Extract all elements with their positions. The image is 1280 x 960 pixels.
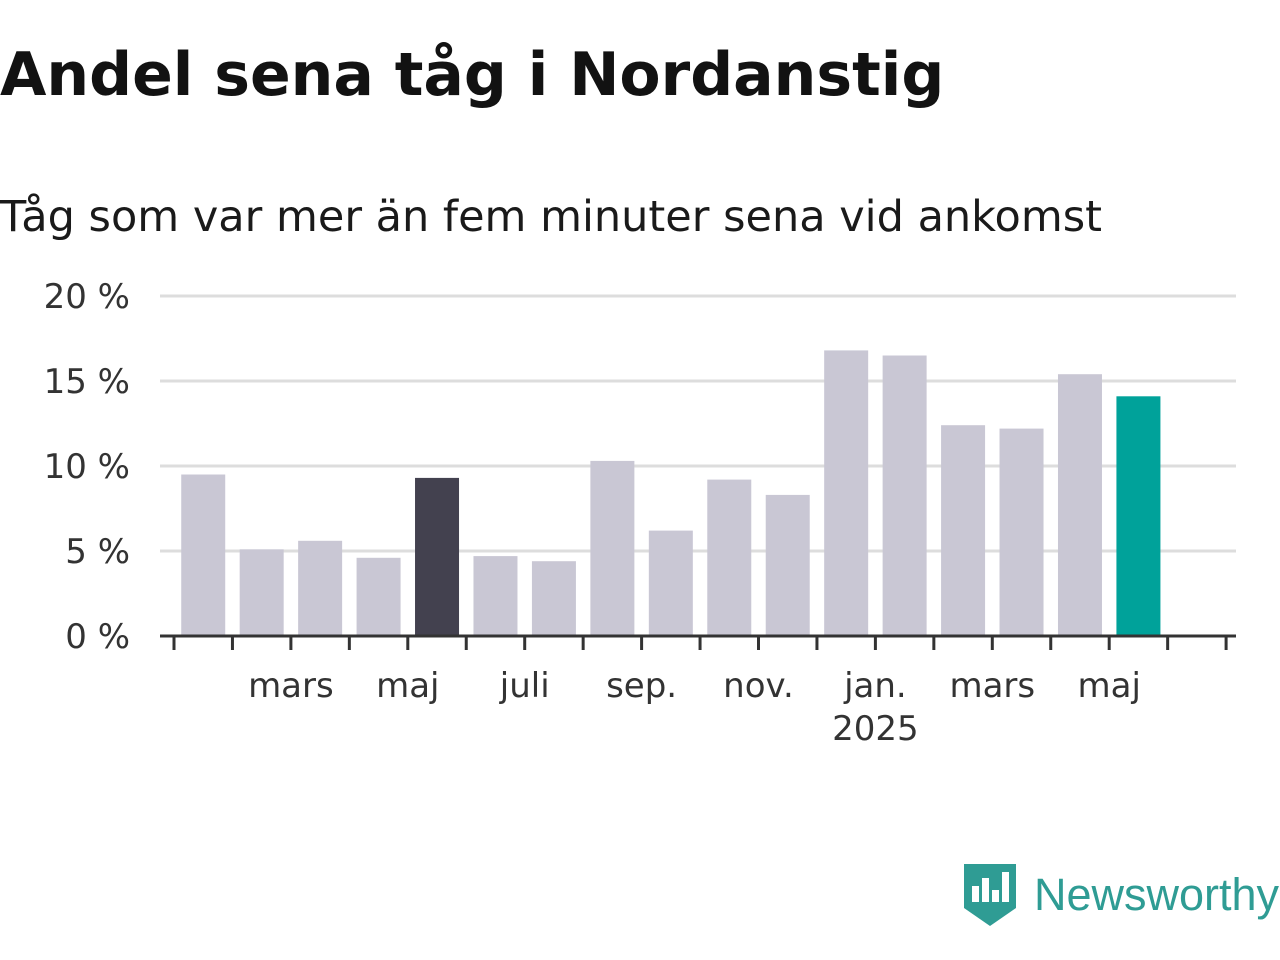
- x-tick-label: sep.: [606, 666, 677, 706]
- bar: [707, 479, 752, 636]
- x-tick-label: mars: [248, 666, 334, 706]
- bar: [473, 556, 518, 636]
- brand-logo: Newsworthy: [964, 864, 1279, 926]
- y-tick-label: 20 %: [44, 277, 130, 317]
- x-tick-label: mars: [949, 666, 1035, 706]
- bar: [765, 494, 810, 636]
- newsworthy-logo-icon: [964, 864, 1016, 926]
- chart-subtitle: Tåg som var mer än fem minuter sena vid …: [0, 192, 1103, 242]
- bar: [415, 477, 460, 636]
- y-tick-label: 15 %: [44, 362, 130, 402]
- brand-name: Newsworthy: [1034, 869, 1280, 920]
- x-tick-label: maj: [376, 666, 439, 706]
- bar: [181, 474, 226, 636]
- y-tick-label: 5 %: [65, 532, 130, 572]
- bar: [298, 540, 343, 636]
- bar: [824, 350, 869, 636]
- bar: [1116, 396, 1161, 636]
- bar: [999, 428, 1044, 636]
- bar: [941, 425, 986, 636]
- bar: [531, 561, 576, 636]
- x-tick-label: nov.: [723, 666, 794, 706]
- y-tick-label: 10 %: [44, 447, 130, 487]
- bar: [1057, 374, 1102, 636]
- x-tick-label: maj: [1077, 666, 1140, 706]
- bar: [590, 460, 635, 636]
- x-tick-label: jan.: [843, 666, 907, 706]
- chart-title: Andel sena tåg i Nordanstig: [0, 40, 945, 110]
- x-tick-label: juli: [499, 666, 550, 706]
- bar: [239, 549, 284, 636]
- bar: [648, 530, 693, 636]
- bar: [356, 557, 401, 636]
- x-tick-sublabel: 2025: [832, 709, 919, 749]
- y-tick-label: 0 %: [65, 617, 130, 657]
- bar: [882, 355, 927, 636]
